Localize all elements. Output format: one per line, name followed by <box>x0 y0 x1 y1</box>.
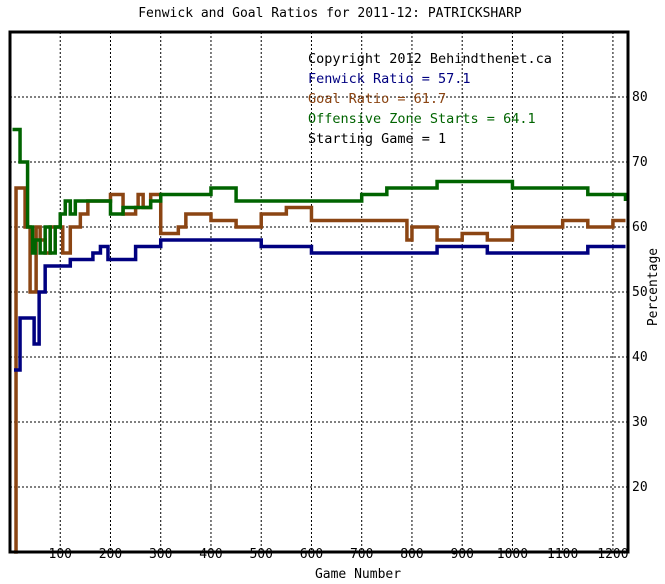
y-tick-label: 70 <box>632 155 648 170</box>
x-axis-label: Game Number <box>315 567 401 580</box>
series-line-goal-ratio <box>14 186 626 554</box>
series-line-offensive-zone-starts <box>12 127 628 255</box>
y-tick-label: 50 <box>632 285 648 300</box>
x-tick-label: 1000 <box>497 547 528 562</box>
y-tick-label: 60 <box>632 220 648 235</box>
y-tick-label: 40 <box>632 350 648 365</box>
legend-entry-fenwick: Fenwick Ratio = 57.1 <box>308 71 471 87</box>
x-tick-label: 300 <box>149 547 172 562</box>
x-tick-label: 500 <box>249 547 272 562</box>
plot-frame <box>8 30 630 554</box>
legend-copyright: Copyright 2012 Behindthenet.ca <box>308 51 552 67</box>
x-tick-label: 600 <box>300 547 323 562</box>
y-tick-label: 20 <box>632 480 648 495</box>
series-line-fenwick-ratio <box>14 238 626 372</box>
x-tick-label: 1100 <box>547 547 578 562</box>
y-tick-label: 30 <box>632 415 648 430</box>
y-tick-labels: 20 30 40 50 60 70 80 <box>632 90 648 495</box>
x-tick-label: 800 <box>400 547 423 562</box>
x-tick-label: 100 <box>49 547 72 562</box>
chart-title: Fenwick and Goal Ratios for 2011-12: PAT… <box>138 6 522 21</box>
x-tick-label: 1200 <box>597 547 628 562</box>
series-layer <box>12 127 628 554</box>
y-axis-label: Percentage <box>646 248 661 326</box>
x-tick-label: 900 <box>450 547 473 562</box>
legend-entry-starting-game: Starting Game = 1 <box>308 131 446 147</box>
legend: Copyright 2012 Behindthenet.ca Fenwick R… <box>308 51 552 147</box>
y-tick-label: 80 <box>632 90 648 105</box>
legend-entry-ozs: Offensive Zone Starts = 64.1 <box>308 111 536 127</box>
x-tick-label: 400 <box>199 547 222 562</box>
legend-entry-goal: Goal Ratio = 61.7 <box>308 91 446 107</box>
chart-grid <box>10 32 628 552</box>
x-tick-labels: 100 200 300 400 500 600 700 800 900 1000 1100 1200 <box>49 547 629 562</box>
x-tick-label: 200 <box>99 547 122 562</box>
x-tick-label: 700 <box>350 547 373 562</box>
